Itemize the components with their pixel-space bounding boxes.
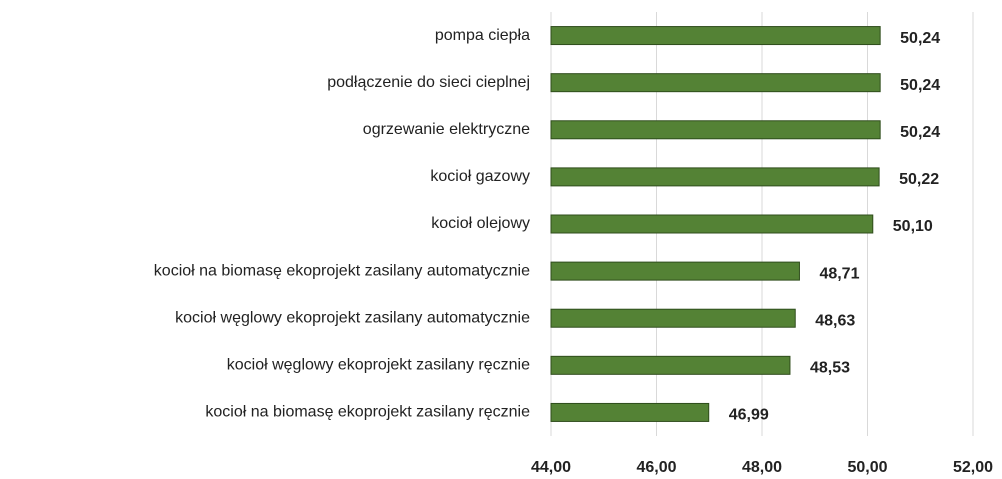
y-tick-label: kocioł na biomasę ekoprojekt zasilany rę…: [205, 404, 530, 421]
data-label: 50,10: [893, 218, 933, 235]
y-tick-label: kocioł węglowy ekoprojekt zasilany ręczn…: [227, 357, 530, 374]
x-tick-label: 52,00: [953, 459, 993, 476]
bar: [550, 402, 710, 422]
data-label: 50,24: [900, 77, 940, 94]
data-label: 48,53: [810, 360, 850, 377]
y-tick-label: podłączenie do sieci cieplnej: [327, 74, 530, 91]
data-label: 50,22: [899, 171, 939, 188]
y-tick-label: kocioł gazowy: [430, 168, 530, 185]
bar: [550, 214, 874, 234]
x-tick-label: 50,00: [847, 459, 887, 476]
y-tick-label: kocioł na biomasę ekoprojekt zasilany au…: [154, 262, 530, 279]
data-label: 46,99: [729, 407, 769, 424]
bar: [550, 355, 791, 375]
data-label: 48,71: [819, 265, 859, 282]
y-tick-label: kocioł węglowy ekoprojekt zasilany autom…: [175, 309, 530, 326]
x-tick-label: 48,00: [742, 459, 782, 476]
data-label: 50,24: [900, 124, 940, 141]
bar: [550, 261, 800, 281]
bar: [550, 73, 881, 93]
y-tick-label: ogrzewanie elektryczne: [363, 121, 530, 138]
bar: [550, 120, 881, 140]
bar: [550, 167, 880, 187]
x-tick-label: 44,00: [531, 459, 571, 476]
bar: [550, 26, 881, 46]
data-label: 48,63: [815, 312, 855, 329]
y-tick-label: kocioł olejowy: [431, 215, 530, 232]
data-label: 50,24: [900, 30, 940, 47]
y-tick-label: pompa ciepła: [435, 27, 530, 44]
bar: [550, 308, 796, 328]
x-tick-label: 46,00: [636, 459, 676, 476]
